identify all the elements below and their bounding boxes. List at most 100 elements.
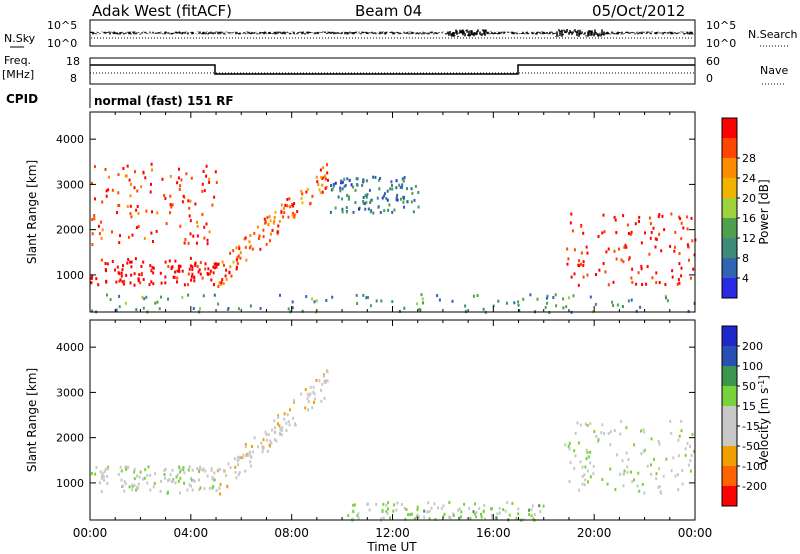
echo-point bbox=[385, 196, 388, 200]
echo-point bbox=[416, 505, 419, 509]
echo-point bbox=[213, 283, 215, 287]
echo-point bbox=[623, 472, 626, 476]
echo-point bbox=[544, 305, 547, 309]
echo-point bbox=[670, 212, 673, 216]
echo-point bbox=[511, 501, 514, 505]
y-tick-label: 2000 bbox=[56, 224, 84, 237]
echo-point bbox=[346, 177, 349, 181]
echo-point bbox=[100, 476, 103, 480]
echo-point bbox=[130, 273, 133, 277]
echo-point bbox=[327, 178, 329, 182]
echo-point bbox=[341, 180, 344, 184]
echo-point bbox=[387, 208, 390, 212]
echo-point bbox=[356, 302, 359, 305]
echo-point bbox=[538, 504, 541, 508]
echo-point bbox=[334, 206, 337, 210]
beam-title: Beam 04 bbox=[355, 2, 422, 20]
echo-point bbox=[219, 492, 222, 496]
echo-point bbox=[262, 228, 265, 232]
echo-point bbox=[140, 265, 143, 268]
echo-point bbox=[689, 444, 691, 448]
echo-point bbox=[176, 280, 178, 284]
echo-point bbox=[286, 204, 289, 208]
echo-point bbox=[565, 305, 568, 309]
echo-point bbox=[203, 236, 206, 240]
echo-point bbox=[684, 447, 687, 451]
echo-point bbox=[201, 276, 204, 280]
echo-point bbox=[640, 241, 643, 245]
echo-point bbox=[264, 430, 267, 434]
echo-point bbox=[192, 234, 195, 238]
echo-point bbox=[602, 213, 605, 217]
echo-point bbox=[380, 517, 383, 521]
echo-point bbox=[242, 456, 245, 460]
echo-point bbox=[311, 194, 314, 198]
echo-point bbox=[142, 278, 145, 281]
echo-point bbox=[154, 301, 157, 305]
echo-point bbox=[280, 203, 283, 207]
echo-point bbox=[391, 210, 394, 214]
echo-point bbox=[154, 472, 156, 476]
echo-point bbox=[322, 166, 325, 170]
echo-point bbox=[277, 224, 280, 228]
echo-point bbox=[217, 302, 220, 306]
power-ylabel: Slant Range [km] bbox=[25, 160, 39, 264]
echo-point bbox=[583, 473, 586, 477]
echo-point bbox=[627, 232, 630, 235]
echo-point bbox=[612, 280, 615, 284]
echo-point bbox=[577, 283, 580, 287]
echo-point bbox=[188, 206, 191, 210]
echo-point bbox=[378, 178, 381, 182]
echo-point bbox=[383, 194, 385, 198]
echo-point bbox=[308, 394, 311, 398]
echo-point bbox=[93, 217, 96, 221]
echo-point bbox=[423, 515, 426, 519]
echo-point bbox=[569, 221, 572, 225]
echo-point bbox=[363, 202, 366, 206]
colorbar-cell bbox=[722, 158, 737, 179]
y-tick-label: 3000 bbox=[56, 178, 84, 191]
echo-point bbox=[629, 232, 632, 236]
echo-point bbox=[577, 263, 580, 267]
power-axes: 1000 2000 3000 4000 bbox=[56, 112, 696, 312]
echo-point bbox=[300, 196, 303, 200]
echo-point bbox=[344, 183, 347, 187]
echo-point bbox=[235, 267, 238, 271]
echo-point bbox=[689, 276, 692, 280]
echo-point bbox=[106, 293, 108, 297]
echo-point bbox=[502, 508, 505, 512]
echo-point bbox=[641, 283, 644, 286]
echo-point bbox=[215, 488, 218, 492]
echo-point bbox=[128, 178, 131, 182]
echo-point bbox=[411, 191, 414, 195]
echo-point bbox=[420, 293, 423, 297]
echo-point bbox=[222, 469, 225, 473]
echo-point bbox=[178, 187, 181, 191]
echo-point bbox=[678, 252, 681, 255]
echo-point bbox=[94, 472, 97, 476]
echo-point bbox=[621, 459, 624, 463]
echo-point bbox=[122, 484, 124, 488]
velocity-scatter bbox=[91, 369, 696, 522]
echo-point bbox=[189, 264, 192, 268]
echo-point bbox=[582, 275, 585, 279]
echo-point bbox=[245, 454, 248, 458]
echo-point bbox=[115, 280, 118, 284]
echo-point bbox=[181, 200, 184, 204]
echo-point bbox=[130, 215, 133, 219]
echo-point bbox=[206, 238, 209, 242]
echo-point bbox=[354, 201, 357, 205]
echo-point bbox=[341, 210, 344, 214]
echo-point bbox=[362, 201, 365, 205]
echo-point bbox=[174, 270, 177, 274]
echo-point bbox=[199, 272, 202, 276]
echo-point bbox=[410, 187, 413, 191]
echo-point bbox=[585, 448, 588, 452]
echo-point bbox=[101, 472, 104, 476]
echo-point bbox=[555, 304, 558, 308]
echo-point bbox=[482, 509, 485, 513]
echo-point bbox=[654, 245, 657, 249]
echo-point bbox=[225, 474, 228, 477]
echo-point bbox=[278, 424, 281, 428]
echo-point bbox=[106, 482, 109, 485]
